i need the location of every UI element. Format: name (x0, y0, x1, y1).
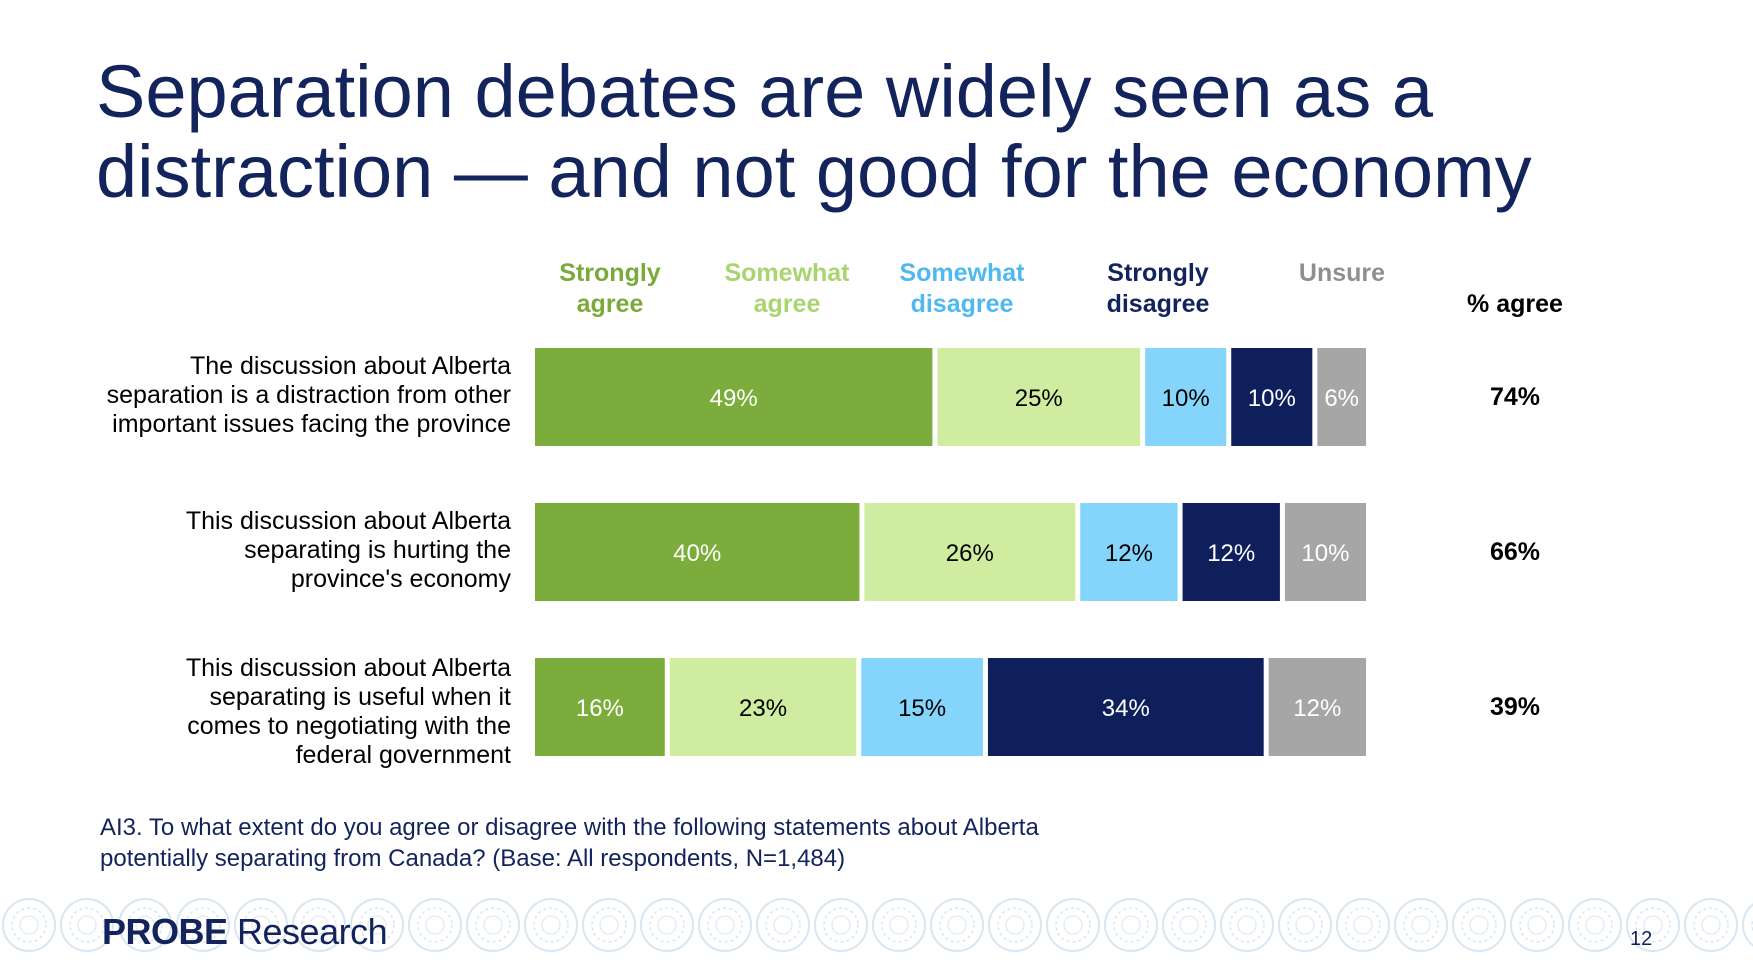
data-label-row1-somewhat-agree: 25% (1015, 385, 1063, 412)
data-label-row3-somewhat-agree: 23% (739, 695, 787, 722)
bar-segment-row1-somewhat-agree (937, 348, 1141, 446)
col-head-somewhat-disagree-l1: Somewhat (899, 259, 1025, 287)
bar-segment-row2-somewhat-disagree (1080, 503, 1178, 601)
row-label-3-line-4: federal government (295, 741, 511, 769)
col-head-somewhat-disagree-l2: disagree (910, 290, 1014, 318)
bar-segment-row3-somewhat-agree (669, 658, 857, 756)
data-label-row1-unsure: 6% (1324, 385, 1359, 412)
col-head-unsure: Unsure (1267, 258, 1417, 289)
col-head-strongly-agree-l1: Strongly (559, 259, 661, 287)
col-head-strongly-agree-l2: agree (576, 290, 644, 318)
pct-agree-row-2: 66% (1489, 538, 1541, 566)
row-label-2-line-1: This discussion about Alberta (185, 506, 511, 535)
data-label-row3-strongly-agree: 16% (576, 695, 624, 722)
data-label-row1-strongly-disagree: 10% (1248, 385, 1296, 412)
row-label-3: This discussion about Alberta separating … (60, 654, 511, 770)
footnote-line-2: potentially separating from Canada? (Bas… (100, 845, 846, 872)
row-label-3-line-3: comes to negotiating with the (187, 712, 511, 740)
bar-segment-row2-somewhat-agree (864, 503, 1076, 601)
page-number: 12 (1630, 928, 1653, 950)
pct-agree-row-3: 39% (1489, 693, 1541, 721)
bar-segment-row1-somewhat-disagree (1145, 348, 1227, 446)
logo-bold: PROBE (102, 911, 228, 952)
data-label-row3-somewhat-disagree: 15% (898, 695, 946, 722)
row-label-2-line-3: province's economy (290, 564, 511, 593)
bar-segment-row2-unsure (1284, 503, 1366, 601)
data-label-row2-strongly-disagree: 12% (1207, 540, 1255, 567)
bar-segment-row2-strongly-agree (535, 503, 860, 601)
pct-agree-row-1: 74% (1489, 383, 1541, 411)
data-label-row1-strongly-agree: 49% (710, 385, 758, 412)
row-label-3-line-1: This discussion about Alberta (185, 654, 511, 682)
data-label-row2-unsure: 10% (1301, 540, 1349, 567)
col-head-strongly-disagree: Strongly disagree (1083, 258, 1233, 320)
bar-segment-row3-somewhat-disagree (861, 658, 983, 756)
footnote-line-1: AI3. To what extent do you agree or disa… (100, 814, 1039, 841)
col-head-somewhat-agree-l2: agree (753, 290, 821, 318)
row-label-1-line-2: separation is a distraction from other (106, 380, 511, 409)
row-label-1-line-1: The discussion about Alberta (189, 351, 511, 380)
logo-light: Research (227, 911, 388, 952)
title-line-1: Separation debates are widely seen as a (96, 50, 1433, 133)
bar-segment-row3-strongly-disagree (987, 658, 1264, 756)
row-label-1-line-3: important issues facing the province (112, 409, 511, 438)
col-head-somewhat-agree-l1: Somewhat (724, 259, 850, 287)
col-head-somewhat-disagree: Somewhat disagree (887, 258, 1037, 320)
data-label-row3-strongly-disagree: 34% (1102, 695, 1150, 722)
data-label-row1-somewhat-disagree: 10% (1162, 385, 1210, 412)
col-head-strongly-agree: Strongly agree (535, 258, 685, 320)
col-head-strongly-disagree-l2: disagree (1106, 290, 1210, 318)
probe-research-logo: PROBE Research (102, 911, 388, 953)
row-label-2: This discussion about Alberta separating … (60, 507, 511, 594)
slide-title: Separation debates are widely seen as a … (96, 52, 1656, 212)
data-label-row2-strongly-agree: 40% (673, 540, 721, 567)
row-label-1: The discussion about Alberta separation i… (60, 352, 511, 439)
bar-segment-row1-strongly-disagree (1231, 348, 1313, 446)
decorative-circle-pattern (0, 888, 1753, 962)
data-label-row3-unsure: 12% (1293, 695, 1341, 722)
bar-segment-row2-strongly-disagree (1182, 503, 1280, 601)
col-head-strongly-disagree-l1: Strongly (1107, 259, 1209, 287)
row-label-3-line-2: separating is useful when it (209, 683, 511, 711)
bar-segment-row3-strongly-agree (535, 658, 665, 756)
col-head-somewhat-agree: Somewhat agree (712, 258, 862, 320)
pct-agree-header: % agree (1467, 290, 1563, 318)
bar-segment-row1-unsure (1317, 348, 1366, 446)
bar-segment-row3-unsure (1268, 658, 1366, 756)
row-label-2-line-2: separating is hurting the (244, 535, 511, 564)
title-line-2: distraction — and not good for the econo… (96, 130, 1532, 213)
bar-segment-row1-strongly-agree (535, 348, 933, 446)
data-label-row2-somewhat-disagree: 12% (1105, 540, 1153, 567)
col-head-unsure-l2: Unsure (1298, 259, 1386, 287)
data-label-row2-somewhat-agree: 26% (946, 540, 994, 567)
question-footnote: AI3. To what extent do you agree or disa… (100, 812, 1200, 874)
